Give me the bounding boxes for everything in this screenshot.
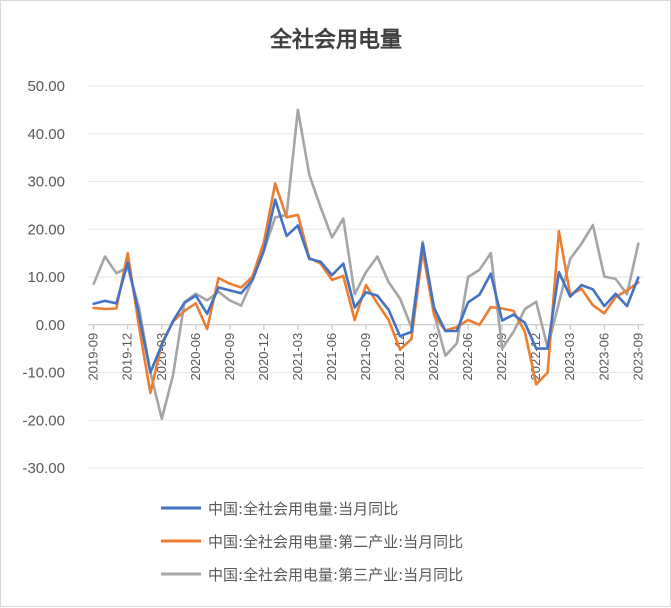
x-tick-label: 2020-12 — [256, 333, 271, 381]
x-tick-label: 2021-06 — [324, 333, 339, 381]
y-tick-label: -10.00 — [22, 365, 65, 382]
x-tick-label: 2023-06 — [596, 333, 611, 381]
legend: 中国:全社会用电量:当月同比中国:全社会用电量:第二产业:当月同比中国:全社会用… — [161, 500, 463, 584]
series-line-2 — [92, 182, 640, 395]
y-tick-label: 0.00 — [36, 317, 65, 334]
y-axis-ticks: 50.00 40.00 30.00 20.00 10.00 0.00 -10.00 -20.0… — [22, 78, 65, 477]
x-tick-label: 2020-09 — [222, 333, 237, 381]
legend-label-3: 中国:全社会用电量:第三产业:当月同比 — [208, 566, 463, 584]
x-tick-label: 2021-03 — [290, 333, 305, 381]
y-tick-label: 50.00 — [27, 78, 65, 95]
x-tick-label: 2021-12 — [392, 333, 407, 381]
x-tick-label: 2022-06 — [460, 333, 475, 381]
legend-label-1: 中国:全社会用电量:当月同比 — [208, 500, 398, 518]
y-tick-label: -30.00 — [22, 460, 65, 477]
series-line-1 — [92, 198, 640, 374]
y-tick-label: 40.00 — [27, 126, 65, 143]
legend-label-2: 中国:全社会用电量:第二产业:当月同比 — [208, 533, 463, 551]
x-tick-label: 2023-03 — [562, 333, 577, 381]
y-tick-label: 30.00 — [27, 174, 65, 191]
x-tick-label: 2019-09 — [86, 333, 101, 381]
x-tick-label: 2020-03 — [154, 333, 169, 381]
x-axis-ticks: 2019-09 2019-12 2020-03 2020-06 2020-09 2020-… — [86, 324, 645, 381]
x-tick-label: 2019-12 — [120, 333, 135, 381]
y-tick-label: 10.00 — [27, 269, 65, 286]
x-tick-label: 2021-09 — [358, 333, 373, 381]
y-tick-label: -20.00 — [22, 412, 65, 429]
x-tick-label: 2023-09 — [630, 333, 645, 381]
x-tick-label: 2020-06 — [188, 333, 203, 381]
chart-title: 全社会用电量 — [269, 27, 402, 53]
y-tick-label: 20.00 — [27, 221, 65, 238]
series-lines — [92, 108, 640, 421]
x-tick-label: 2022-03 — [426, 333, 441, 381]
